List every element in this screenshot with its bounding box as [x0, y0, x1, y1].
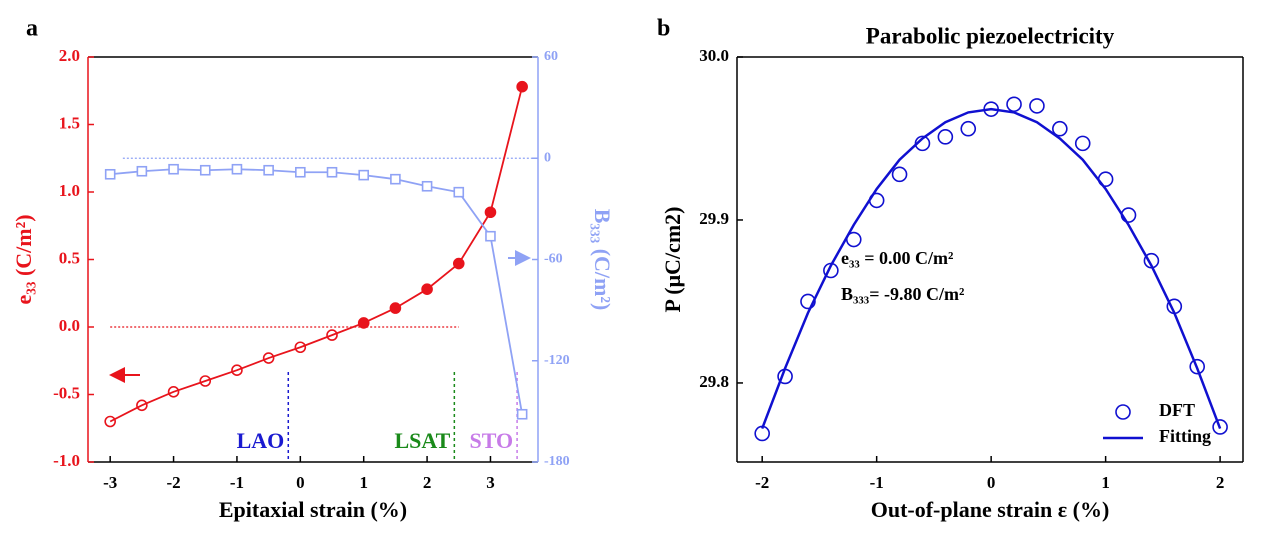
marker	[136, 399, 148, 412]
marker	[358, 169, 370, 181]
y2-tick-label: 0	[544, 150, 551, 165]
marker	[421, 180, 433, 192]
marker	[1029, 98, 1045, 114]
x-tick-label: 2	[423, 473, 432, 492]
y-axis-label: P (μC/cm2)	[660, 207, 685, 313]
x-tick-label: -1	[870, 473, 884, 492]
x-tick-label: -2	[755, 473, 769, 492]
marker	[1212, 419, 1228, 435]
marker	[389, 302, 402, 314]
marker	[390, 173, 401, 185]
annotation: B₃₃₃= -9.80 C/m²	[841, 284, 964, 304]
marker	[960, 120, 977, 137]
marker	[263, 164, 274, 176]
marker	[937, 129, 954, 145]
marker	[421, 283, 433, 296]
x-tick-label: 0	[296, 473, 305, 492]
x-tick-label: -3	[103, 473, 117, 492]
marker	[326, 329, 338, 341]
y2-tick-label: 60	[544, 49, 558, 64]
reference-label: STO	[469, 428, 513, 453]
marker	[104, 415, 116, 428]
reference-label: LAO	[237, 428, 285, 453]
y-tick-label: 2.0	[59, 46, 80, 65]
marker	[136, 165, 148, 177]
marker	[1052, 120, 1068, 137]
x-axis-label: Epitaxial strain (%)	[219, 497, 407, 522]
marker	[168, 163, 179, 175]
marker	[231, 163, 243, 175]
x-tick-label: 1	[359, 473, 368, 492]
marker	[199, 375, 212, 387]
marker	[326, 166, 338, 178]
marker	[800, 293, 816, 310]
x-tick-label: 2	[1216, 473, 1225, 492]
x-tick-label: -2	[166, 473, 180, 492]
marker	[1189, 358, 1206, 375]
marker	[231, 364, 243, 377]
y-tick-label: 0.5	[59, 248, 80, 267]
marker	[104, 168, 116, 180]
series-line	[110, 168, 524, 415]
marker	[357, 317, 370, 329]
marker	[516, 80, 528, 93]
y-tick-label: 29.9	[699, 209, 729, 228]
x-axis-label: Out-of-plane strain ε (%)	[871, 497, 1110, 522]
y2-tick-label: -60	[544, 252, 563, 267]
marker	[891, 166, 908, 183]
panel-label: b	[657, 16, 670, 42]
marker	[1006, 96, 1022, 113]
legend-swatch	[1115, 404, 1131, 420]
y2-tick-label: -180	[544, 454, 570, 469]
series-line	[761, 107, 1222, 430]
annotation: e₃₃ = 0.00 C/m²	[841, 248, 953, 268]
marker	[485, 230, 496, 242]
marker	[262, 352, 275, 364]
reference-label: LSAT	[394, 428, 450, 453]
legend-label: DFT	[1159, 400, 1195, 420]
x-tick-label: 1	[1101, 473, 1110, 492]
marker	[1074, 135, 1091, 152]
marker	[516, 408, 528, 420]
x-tick-label: -1	[230, 473, 244, 492]
y-tick-label: 30.0	[699, 46, 729, 65]
marker	[453, 186, 465, 198]
y2-axis-label: B₃₃₃ (C/m²)	[590, 209, 615, 311]
y-tick-label: 1.0	[59, 181, 80, 200]
series-line	[109, 86, 524, 423]
legend-label: Fitting	[1159, 426, 1211, 446]
panel-label: a	[26, 16, 38, 42]
y-tick-label: 1.5	[59, 113, 80, 132]
y-tick-label: -1.0	[53, 451, 80, 470]
marker	[295, 166, 306, 178]
y-tick-label: 29.8	[699, 372, 729, 391]
y-axis-label: e₃₃ (C/m²)	[11, 214, 36, 304]
marker	[294, 341, 307, 354]
marker	[484, 206, 497, 219]
x-tick-label: 3	[486, 473, 495, 492]
marker	[452, 257, 465, 270]
y-tick-label: 0.0	[59, 316, 80, 335]
y2-tick-label: -120	[544, 353, 570, 368]
x-tick-label: 0	[987, 473, 996, 492]
marker	[167, 385, 180, 398]
chart-title: Parabolic piezoelectricity	[866, 23, 1115, 48]
y-tick-label: -0.5	[53, 383, 80, 402]
marker	[199, 164, 211, 176]
